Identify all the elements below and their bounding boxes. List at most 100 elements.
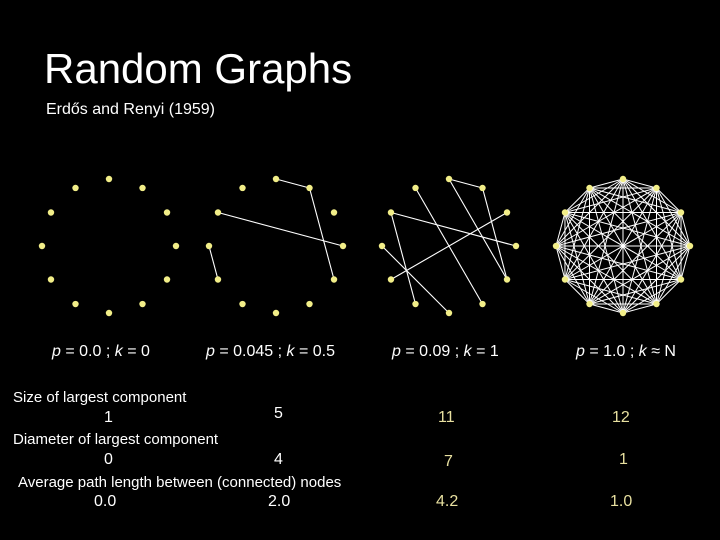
graph-4-node [653,184,660,192]
graph-4-node [653,300,660,308]
graph-2-node [306,184,313,192]
graph-1-node [139,184,146,192]
graph-4-node [586,300,593,308]
graph-2-node [272,309,280,317]
graph-3-node [503,209,511,216]
graph-4-node [677,209,685,216]
graph-4-edge [680,212,691,247]
graph-3-edge [390,212,508,280]
value-diameter-1: 0 [104,451,113,468]
graph-4-edge [564,212,624,314]
graph-4-edge [555,187,590,247]
graph-4-edge [589,187,657,305]
graph-3-node [479,300,486,308]
graph-2-node [239,300,246,308]
graph-4-edge [589,187,682,213]
value-largest-component-1: 1 [104,409,113,426]
value-largest-component-4: 12 [612,409,630,426]
graph-2-edge [275,178,310,189]
graph-1-node [139,300,146,308]
graph-4-edge [555,212,566,247]
graph-3-node [445,309,453,317]
graph-3-edge [481,187,508,280]
value-diameter-3: 7 [444,453,453,470]
graph-label-2: p = 0.045 ; k = 0.5 [206,343,336,360]
graph-4-node [561,276,569,283]
graph-4-edge [680,245,691,280]
graph-1 [38,175,180,317]
value-largest-component-2: 5 [274,405,283,422]
graph-4 [552,175,694,317]
graph-label-1: p = 0.0 ; k = 0 [52,343,150,360]
graph-3-edge [381,245,450,314]
value-average-path-4: 1.0 [610,493,633,510]
graph-3 [378,175,520,317]
graph-4-edge [589,178,624,305]
graph-2 [205,175,347,317]
graph-4-edge [622,178,657,189]
graph-4-node [552,242,560,250]
graph-1-node [172,242,180,250]
graph-4-node [619,309,627,317]
graph-label-4: p = 1.0 ; k ≈ N [576,343,676,360]
graph-4-edge [589,303,624,314]
value-diameter-4: 1 [619,451,628,468]
graph-4-edge [555,245,657,305]
graph-2-edge [308,187,335,280]
graph-3-edge [390,211,517,247]
value-largest-component-3: 11 [438,409,455,426]
graph-4-edge [555,245,590,305]
row-label-largest-component: Size of largest component [13,389,187,406]
graph-4-edge [564,187,590,280]
graph-2-node [239,184,246,192]
graph-4-edge [564,187,590,213]
graph-2-node [272,175,280,183]
graph-4-edge [589,178,624,189]
graph-1-node [47,276,55,283]
row-label-diameter: Diameter of largest component [13,431,219,448]
graph-4-edge [622,178,657,305]
graph-4-edge [564,187,657,280]
graph-4-edge [564,279,590,305]
graph-1-node [163,276,171,283]
value-average-path-1: 0.0 [94,493,117,510]
graph-1-node [72,184,79,192]
graph-4-edge [564,279,624,314]
value-diameter-2: 4 [274,451,283,468]
graph-4-edge [589,187,624,314]
graph-3-node [445,175,453,183]
graph-2-node [339,242,347,250]
graph-1-node [47,209,55,216]
page-title: Random Graphs [44,45,353,92]
graph-4-edge [656,279,682,305]
graph-4-edge [564,212,590,305]
graph-4-edge [656,187,682,213]
graph-4-edge [564,212,691,247]
subtitle: Erdős and Renyi (1959) [46,101,215,118]
graph-3-node [512,242,520,250]
graph-1-node [163,209,171,216]
graph-4-edge [564,212,657,305]
graph-4-edge [555,212,682,247]
graph-4-node [561,209,569,216]
graph-1-node [38,242,46,250]
graph-3-node [387,209,395,216]
graph-3-node [503,276,511,283]
graph-4-node [619,175,627,183]
graph-4-node [677,276,685,283]
graph-label-3: p = 0.09 ; k = 1 [392,343,499,360]
graph-3-edge [448,178,483,189]
graph-2-node [205,242,213,250]
graph-1-node [105,175,113,183]
graph-2-node [330,209,338,216]
row-label-average-path-length: Average path length between (connected) … [18,474,342,491]
graph-3-node [479,184,486,192]
graph-4-edge [589,212,682,305]
graph-4-edge [589,187,691,247]
graph-4-edge [622,303,657,314]
graph-3-node [378,242,386,250]
graph-3-node [412,184,419,192]
graph-4-node [686,242,694,250]
value-average-path-3: 4.2 [436,493,459,510]
